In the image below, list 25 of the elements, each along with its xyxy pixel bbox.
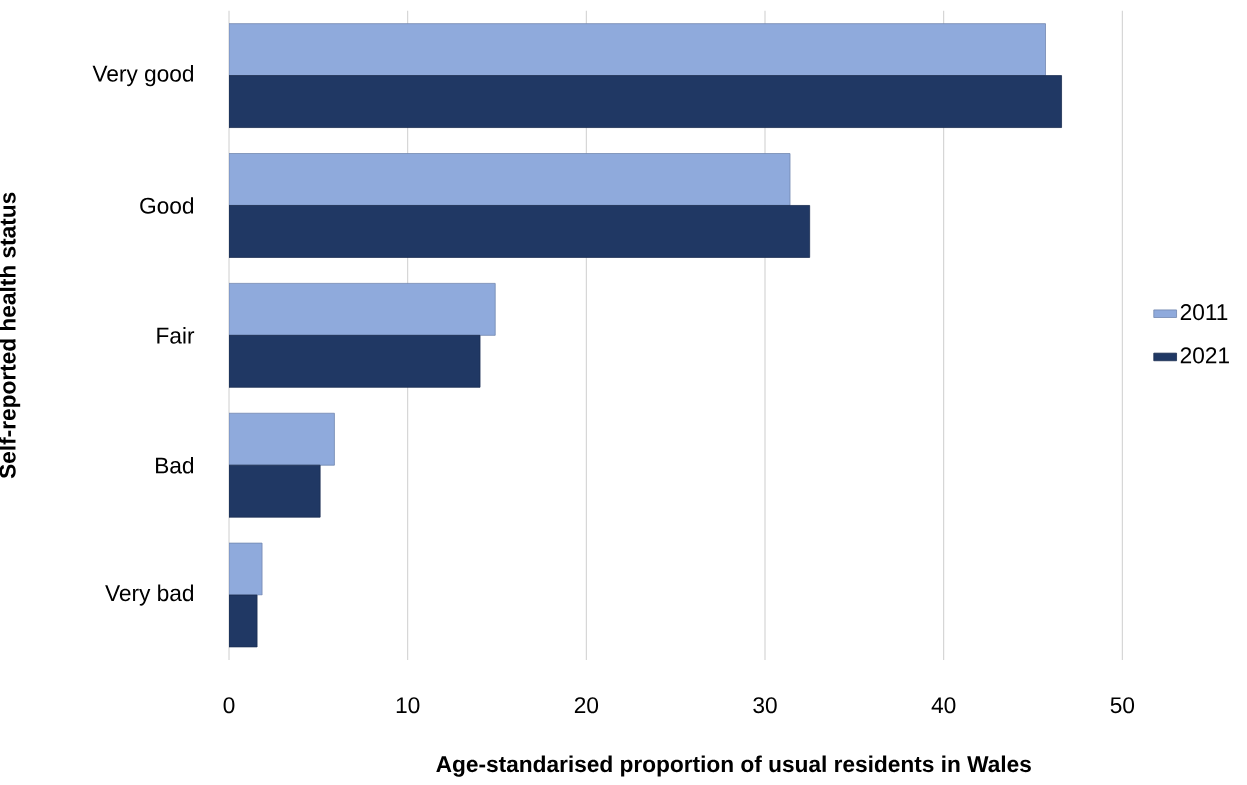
legend-label: 2021 bbox=[1180, 347, 1229, 364]
y-tick-label: Very bad bbox=[105, 584, 194, 606]
x-axis-title: Age-standarised proportion of usual residents in Wales bbox=[436, 755, 1031, 777]
bar bbox=[229, 542, 263, 596]
bar bbox=[229, 205, 811, 258]
legend-label: 2011 bbox=[1180, 304, 1228, 321]
y-tick-label: Fair bbox=[157, 327, 195, 344]
x-tick-label: 10 bbox=[396, 697, 420, 714]
x-tick-label: 20 bbox=[574, 697, 599, 714]
bar bbox=[229, 282, 496, 336]
bar bbox=[229, 464, 321, 518]
y-tick-label: Good bbox=[140, 197, 194, 214]
bar bbox=[229, 412, 335, 466]
x-tick-label: 0 bbox=[223, 697, 235, 714]
bar bbox=[229, 594, 258, 648]
bar bbox=[229, 23, 1046, 76]
y-tick-label: Very good bbox=[92, 65, 194, 87]
y-axis-title: Self-reported health status bbox=[0, 192, 21, 479]
bar bbox=[229, 153, 791, 206]
bar bbox=[229, 334, 481, 388]
bar bbox=[229, 75, 1062, 128]
x-tick-label: 30 bbox=[753, 697, 777, 714]
x-tick-label: 50 bbox=[1110, 697, 1135, 714]
x-tick-label: 40 bbox=[931, 697, 956, 714]
y-tick-label: Bad bbox=[156, 456, 194, 474]
